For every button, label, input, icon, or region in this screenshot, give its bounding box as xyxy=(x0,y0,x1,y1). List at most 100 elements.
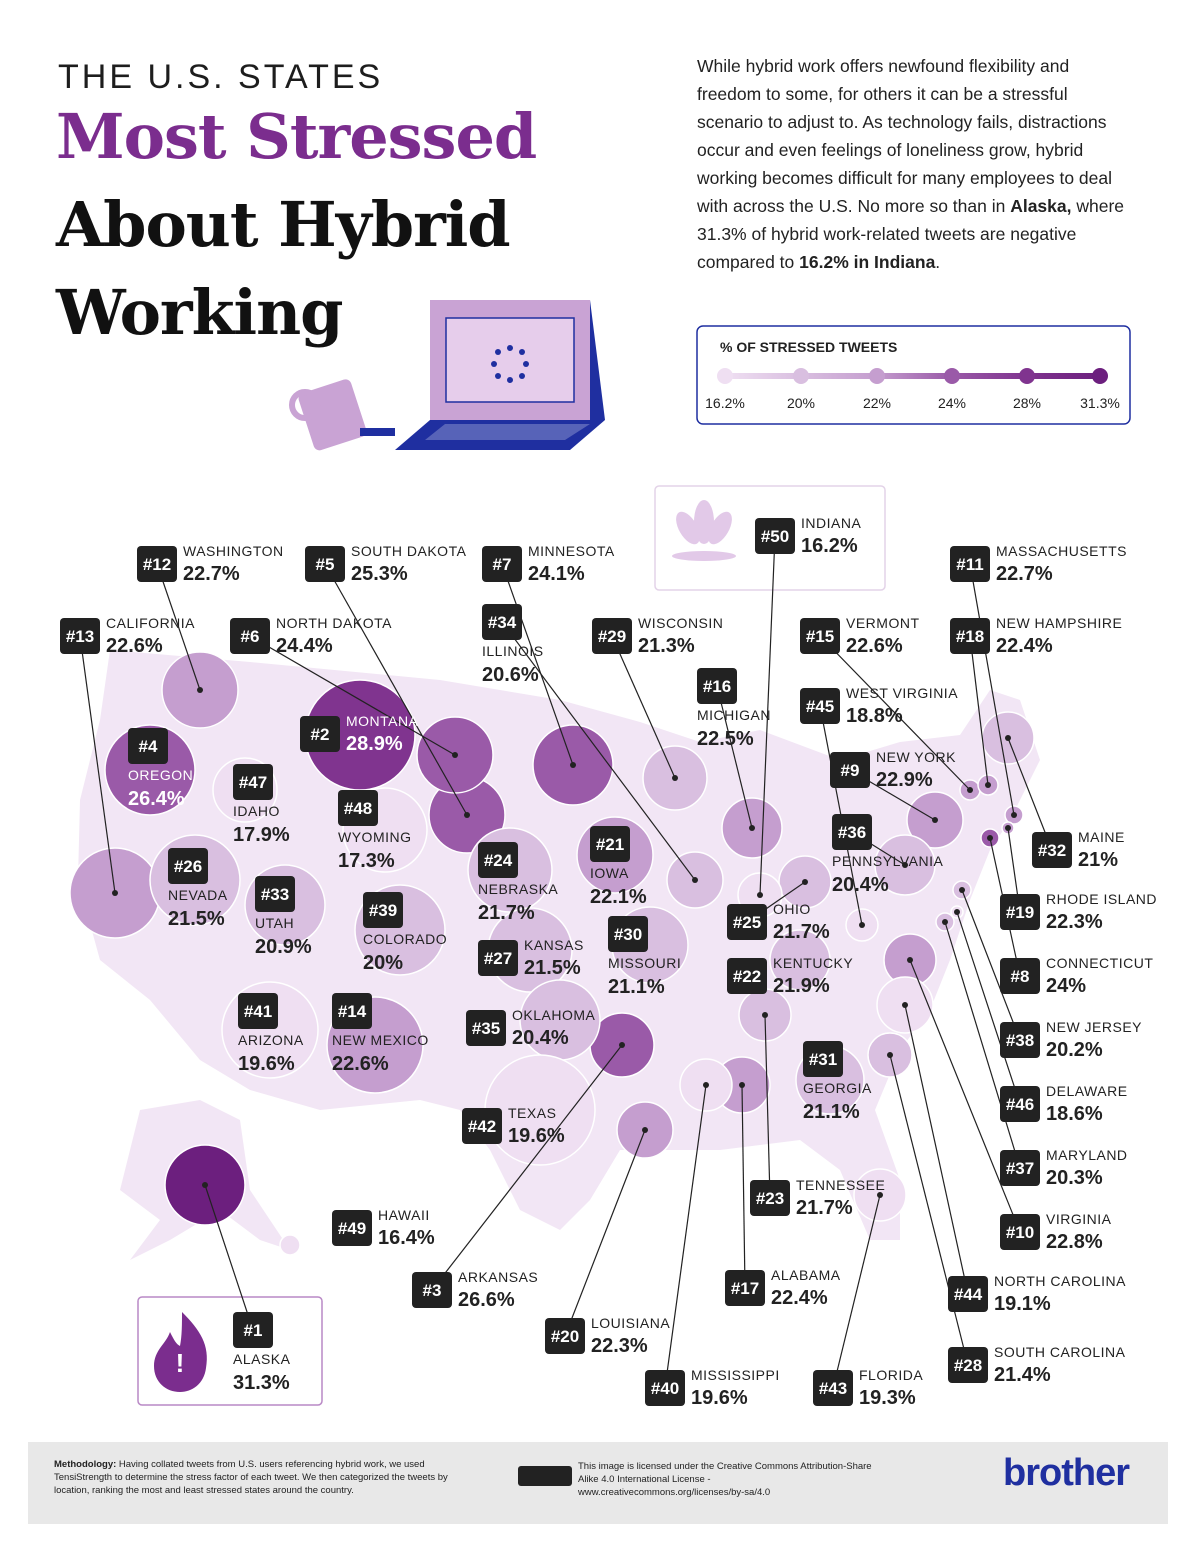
leader-dot xyxy=(859,922,865,928)
rank-badge xyxy=(338,790,378,826)
state-value: 21.3% xyxy=(638,635,695,657)
leader-line xyxy=(969,635,989,786)
footer xyxy=(28,1442,1168,1524)
rank: #20 xyxy=(551,1327,579,1346)
state-value: 19.6% xyxy=(238,1053,295,1075)
legend-title: % OF STRESSED TWEETS xyxy=(720,339,897,355)
kicker: THE U.S. STATES xyxy=(58,58,384,96)
state-name: KANSAS xyxy=(524,937,584,953)
state-value: 22.6% xyxy=(332,1053,389,1075)
leader-line xyxy=(741,1084,746,1289)
title: About Hybrid xyxy=(56,188,511,261)
rank-badge xyxy=(233,1312,273,1348)
lotus-icon xyxy=(672,500,736,561)
state-value: 22.1% xyxy=(590,886,647,908)
leader-dot xyxy=(1011,812,1017,818)
rank: #35 xyxy=(472,1019,500,1038)
rank: #28 xyxy=(954,1356,982,1375)
leader-dot xyxy=(739,1082,745,1088)
rank-badge xyxy=(948,1347,988,1383)
state-name: NORTH CAROLINA xyxy=(994,1273,1126,1289)
state-name: INDIANA xyxy=(801,515,861,531)
rank: #30 xyxy=(614,925,642,944)
state-name: ARKANSAS xyxy=(458,1269,538,1285)
leader-dot xyxy=(1005,825,1011,831)
state-value: 31.3% xyxy=(233,1372,290,1394)
leader-dot xyxy=(642,1127,648,1133)
leader-dot xyxy=(464,812,470,818)
legend-dot xyxy=(793,368,809,384)
state-name: ILLINOIS xyxy=(482,643,544,659)
state-value: 22.6% xyxy=(846,635,903,657)
state-name: OHIO xyxy=(773,901,811,917)
leader-line xyxy=(909,959,1021,1233)
rank: #14 xyxy=(338,1002,367,1021)
rank: #50 xyxy=(761,527,789,546)
leader-dot xyxy=(1005,735,1011,741)
leader-line xyxy=(904,1004,969,1295)
rank-badge xyxy=(608,916,648,952)
leader-dot xyxy=(987,835,993,841)
state-value: 17.9% xyxy=(233,824,290,846)
leader-line xyxy=(1007,737,1053,851)
rank-badge xyxy=(948,1276,988,1312)
leader-dot xyxy=(954,909,960,915)
state-name: MARYLAND xyxy=(1046,1147,1128,1163)
state-name: TEXAS xyxy=(508,1105,556,1121)
rank-badge xyxy=(1000,1022,1040,1058)
leader-line xyxy=(764,1014,771,1199)
rank: #21 xyxy=(596,835,624,854)
state-name: MICHIGAN xyxy=(697,707,771,723)
rank-badge xyxy=(478,842,518,878)
state-value: 21.7% xyxy=(796,1197,853,1219)
rank: #1 xyxy=(244,1321,263,1340)
rank-badge xyxy=(545,1318,585,1354)
state-value: 19.6% xyxy=(508,1125,565,1147)
state-name: WISCONSIN xyxy=(638,615,723,631)
state-value: 22.9% xyxy=(876,769,933,791)
state-name: NEBRASKA xyxy=(478,881,558,897)
state-name: ALASKA xyxy=(233,1351,291,1367)
state-value: 28.9% xyxy=(346,733,403,755)
leader-dot xyxy=(672,775,678,781)
leader-line xyxy=(564,1129,646,1337)
rank: #3 xyxy=(423,1281,442,1300)
rank: #25 xyxy=(733,913,761,932)
rank-badge xyxy=(332,1210,372,1246)
leader-line xyxy=(324,563,468,816)
rank-badge xyxy=(230,618,270,654)
rank: #37 xyxy=(1006,1159,1034,1178)
rank-badge xyxy=(645,1370,685,1406)
legend-dot xyxy=(717,368,733,384)
leader-line xyxy=(501,563,574,766)
leader-line xyxy=(249,635,456,756)
methodology-text: Having collated tweets from U.S. users r… xyxy=(54,1459,448,1496)
legend-label: 28% xyxy=(1013,395,1041,411)
rank: #29 xyxy=(598,627,626,646)
leader-dot xyxy=(757,892,763,898)
rank-badge xyxy=(300,716,340,752)
rank-badge xyxy=(168,848,208,884)
leader-dot xyxy=(202,1182,208,1188)
state-name: MISSISSIPPI xyxy=(691,1367,780,1383)
state-tile xyxy=(104,724,196,816)
leader-line xyxy=(501,621,696,881)
leader-line xyxy=(961,889,1021,1041)
state-value: 20.4% xyxy=(832,874,889,896)
rank-badge xyxy=(727,904,767,940)
leader-dot xyxy=(452,752,458,758)
state-value: 20.3% xyxy=(1046,1167,1103,1189)
legend-label: 16.2% xyxy=(705,395,745,411)
intro: While hybrid work offers newfound flexib… xyxy=(697,52,1137,276)
state-name: MINNESOTA xyxy=(528,543,615,559)
rank: #36 xyxy=(838,823,866,842)
rank-badge xyxy=(412,1272,452,1308)
rank: #2 xyxy=(311,725,330,744)
state-name: NEW YORK xyxy=(876,749,956,765)
rank: #43 xyxy=(819,1379,847,1398)
leader-line xyxy=(819,635,971,791)
state-value: 21.5% xyxy=(168,908,225,930)
rank-badge xyxy=(950,546,990,582)
rank: #8 xyxy=(1011,967,1030,986)
